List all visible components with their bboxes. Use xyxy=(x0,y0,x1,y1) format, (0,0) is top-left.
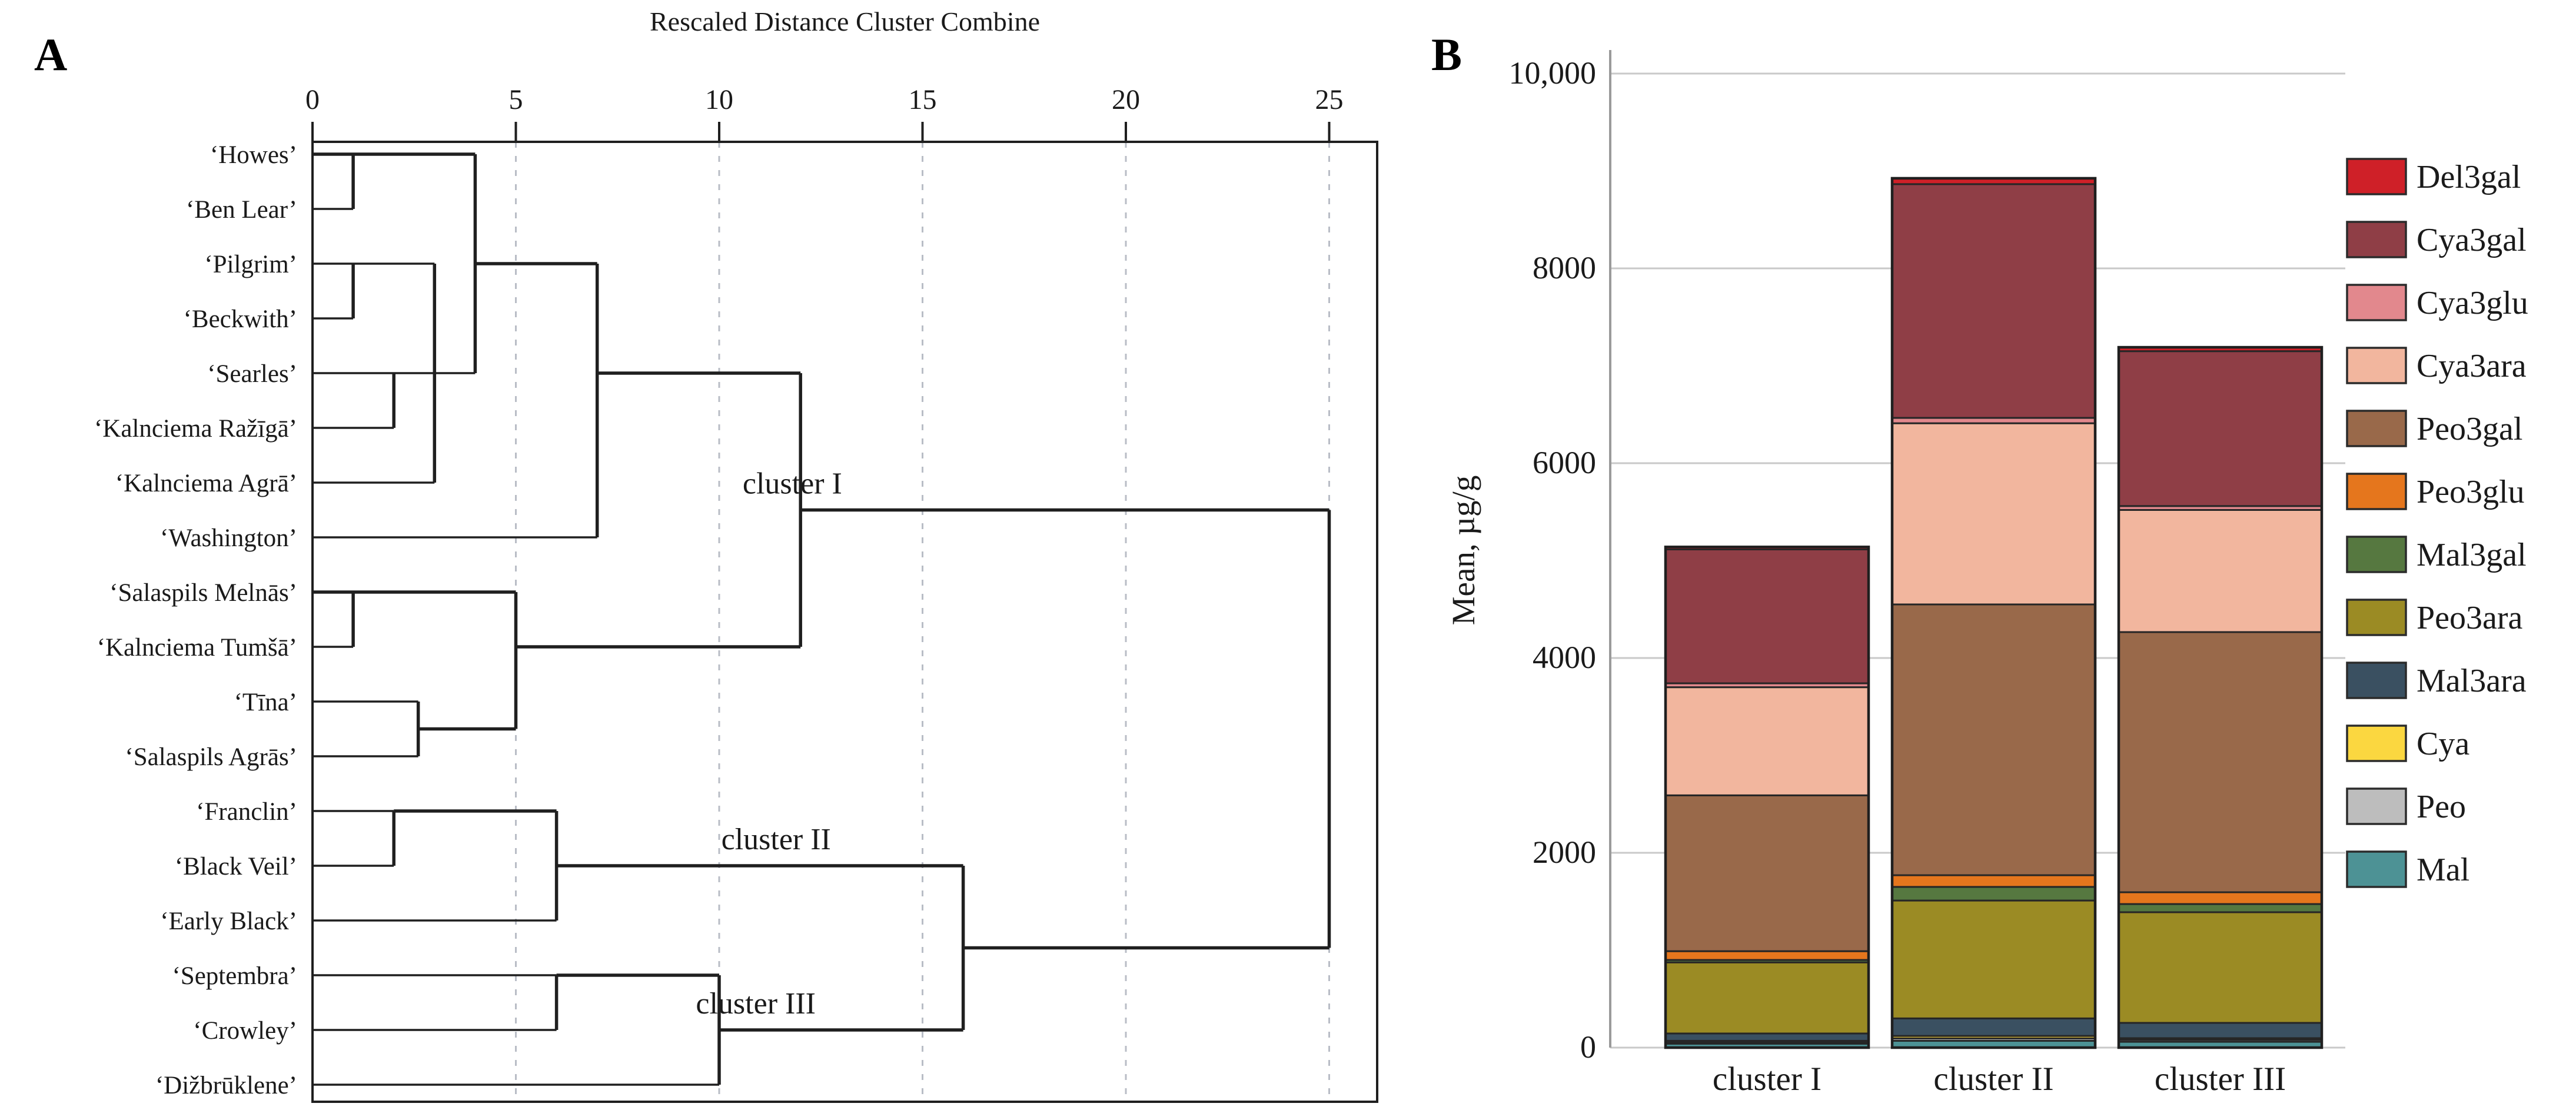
bar-segment-peo3gal xyxy=(1891,603,2096,876)
y-axis-title: Mean, µg/g xyxy=(1445,476,1481,626)
legend-label: Cya3gal xyxy=(2417,222,2527,258)
bar-outline xyxy=(2117,345,2324,1049)
panel-b-label: B xyxy=(1431,29,1462,80)
bar-segment-peo3ara xyxy=(2118,911,2323,1024)
leaf-label: ‘Kalnciema Agrā’ xyxy=(115,470,297,497)
legend-swatch-del3gal xyxy=(2346,158,2407,195)
axis-tick-label: 0 xyxy=(305,84,320,115)
leaf-label: ‘Tīna’ xyxy=(234,689,297,716)
legend-label: Peo xyxy=(2417,789,2466,825)
leaf-label: ‘Early Black’ xyxy=(160,908,297,935)
bar-segment-cya3gal xyxy=(1891,183,2096,419)
y-tick-label: 6000 xyxy=(1533,445,1596,480)
bar-segment-cya3ara xyxy=(2118,509,2323,633)
dendrogram-plot-border xyxy=(311,141,1378,1103)
cluster-label: cluster I xyxy=(743,467,842,501)
bar-outline xyxy=(1664,546,1870,1049)
legend-swatch-mal xyxy=(2346,850,2407,888)
legend-label: Del3gal xyxy=(2417,159,2521,195)
bar-segment-cya3ara xyxy=(1664,686,1870,796)
legend-label: Mal3gal xyxy=(2417,537,2527,573)
bar-segment-peo3glu xyxy=(1891,874,2096,888)
axis-tick-label: 15 xyxy=(909,84,937,115)
y-tick-label: 10,000 xyxy=(1509,55,1597,91)
legend-label: Mal3ara xyxy=(2417,663,2527,699)
bar-segment-mal3ara xyxy=(2118,1022,2323,1039)
legend-swatch-peo xyxy=(2346,787,2407,825)
leaf-label: ‘Septembra’ xyxy=(172,962,297,990)
leaf-label: ‘Pilgrim’ xyxy=(204,251,297,278)
bar-segment-cya3gal xyxy=(1664,548,1870,684)
bar-segment-peo3ara xyxy=(1664,961,1870,1035)
x-category-label: cluster I xyxy=(1713,1061,1822,1098)
axis-tick-label: 20 xyxy=(1112,84,1140,115)
bar-segment-mal3ara xyxy=(1891,1017,2096,1037)
bar-outline xyxy=(1890,177,2097,1049)
legend-label: Peo3gal xyxy=(2417,411,2522,447)
leaf-label: ‘Washington’ xyxy=(160,524,297,552)
leaf-label: ‘Franclin’ xyxy=(196,798,297,826)
cluster-label: cluster II xyxy=(722,823,831,856)
bar-segment-cya3ara xyxy=(1891,422,2096,606)
leaf-label: ‘Kalnciema Tumšā’ xyxy=(97,634,297,662)
y-tick-label: 4000 xyxy=(1533,640,1596,675)
legend-label: Mal xyxy=(2417,852,2469,888)
bar-segment-peo3glu xyxy=(2118,891,2323,905)
legend-label: Peo3ara xyxy=(2417,600,2523,636)
leaf-label: ‘Salaspils Agrās’ xyxy=(125,743,297,771)
panel-a-label: A xyxy=(34,29,68,80)
legend-label: Cya3glu xyxy=(2417,285,2528,321)
legend-swatch-peo3ara xyxy=(2346,599,2407,636)
axis-tick-label: 10 xyxy=(705,84,733,115)
axis-tick-label: 25 xyxy=(1315,84,1344,115)
legend-label: Peo3glu xyxy=(2417,474,2525,510)
bar-segment-peo3gal xyxy=(1664,794,1870,952)
bar-segment-mal3gal xyxy=(1891,886,2096,902)
legend-label: Cya3ara xyxy=(2417,348,2527,384)
x-category-label: cluster III xyxy=(2155,1061,2286,1098)
bar-segment-cya3gal xyxy=(2118,350,2323,507)
legend-swatch-cya3ara xyxy=(2346,347,2407,384)
leaf-label: ‘Howes’ xyxy=(210,141,297,169)
legend-swatch-peo3glu xyxy=(2346,473,2407,510)
bar-segment-mal3gal xyxy=(2118,903,2323,913)
bar-segment-peo3ara xyxy=(1891,899,2096,1019)
legend-swatch-cya3gal xyxy=(2346,221,2407,258)
leaf-label: ‘Salaspils Melnās’ xyxy=(109,579,297,607)
leaf-label: ‘Black Veil’ xyxy=(175,853,297,880)
leaf-label: ‘Crowley’ xyxy=(193,1017,297,1045)
y-tick-label: 8000 xyxy=(1533,250,1596,285)
dendrogram-axis-title: Rescaled Distance Cluster Combine xyxy=(650,6,1040,36)
y-tick-label: 2000 xyxy=(1533,835,1596,870)
x-category-label: cluster II xyxy=(1933,1061,2053,1098)
legend-swatch-mal3ara xyxy=(2346,662,2407,699)
leaf-label: ‘Dižbrūklene’ xyxy=(155,1072,297,1099)
leaf-label: ‘Searles’ xyxy=(207,360,297,388)
legend-swatch-peo3gal xyxy=(2346,410,2407,447)
y-tick-label: 0 xyxy=(1580,1029,1596,1065)
bar-segment-peo3glu xyxy=(1664,950,1870,961)
cluster-label: cluster III xyxy=(696,987,816,1021)
legend-label: Cya xyxy=(2417,726,2469,762)
legend-swatch-cya3glu xyxy=(2346,284,2407,321)
leaf-label: ‘Kalnciema Ražīgā’ xyxy=(94,415,297,443)
axis-tick-label: 5 xyxy=(509,84,523,115)
legend-swatch-cya xyxy=(2346,724,2407,762)
leaf-label: ‘Beckwith’ xyxy=(184,305,297,333)
legend-swatch-mal3gal xyxy=(2346,536,2407,573)
leaf-label: ‘Ben Lear’ xyxy=(186,196,297,224)
bar-segment-mal3ara xyxy=(1664,1032,1870,1042)
bar-segment-peo3gal xyxy=(2118,631,2323,893)
